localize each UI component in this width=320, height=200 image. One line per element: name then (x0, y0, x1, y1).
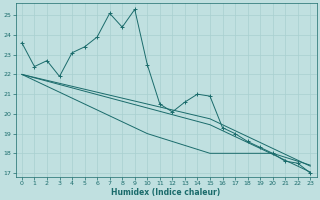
X-axis label: Humidex (Indice chaleur): Humidex (Indice chaleur) (111, 188, 221, 197)
